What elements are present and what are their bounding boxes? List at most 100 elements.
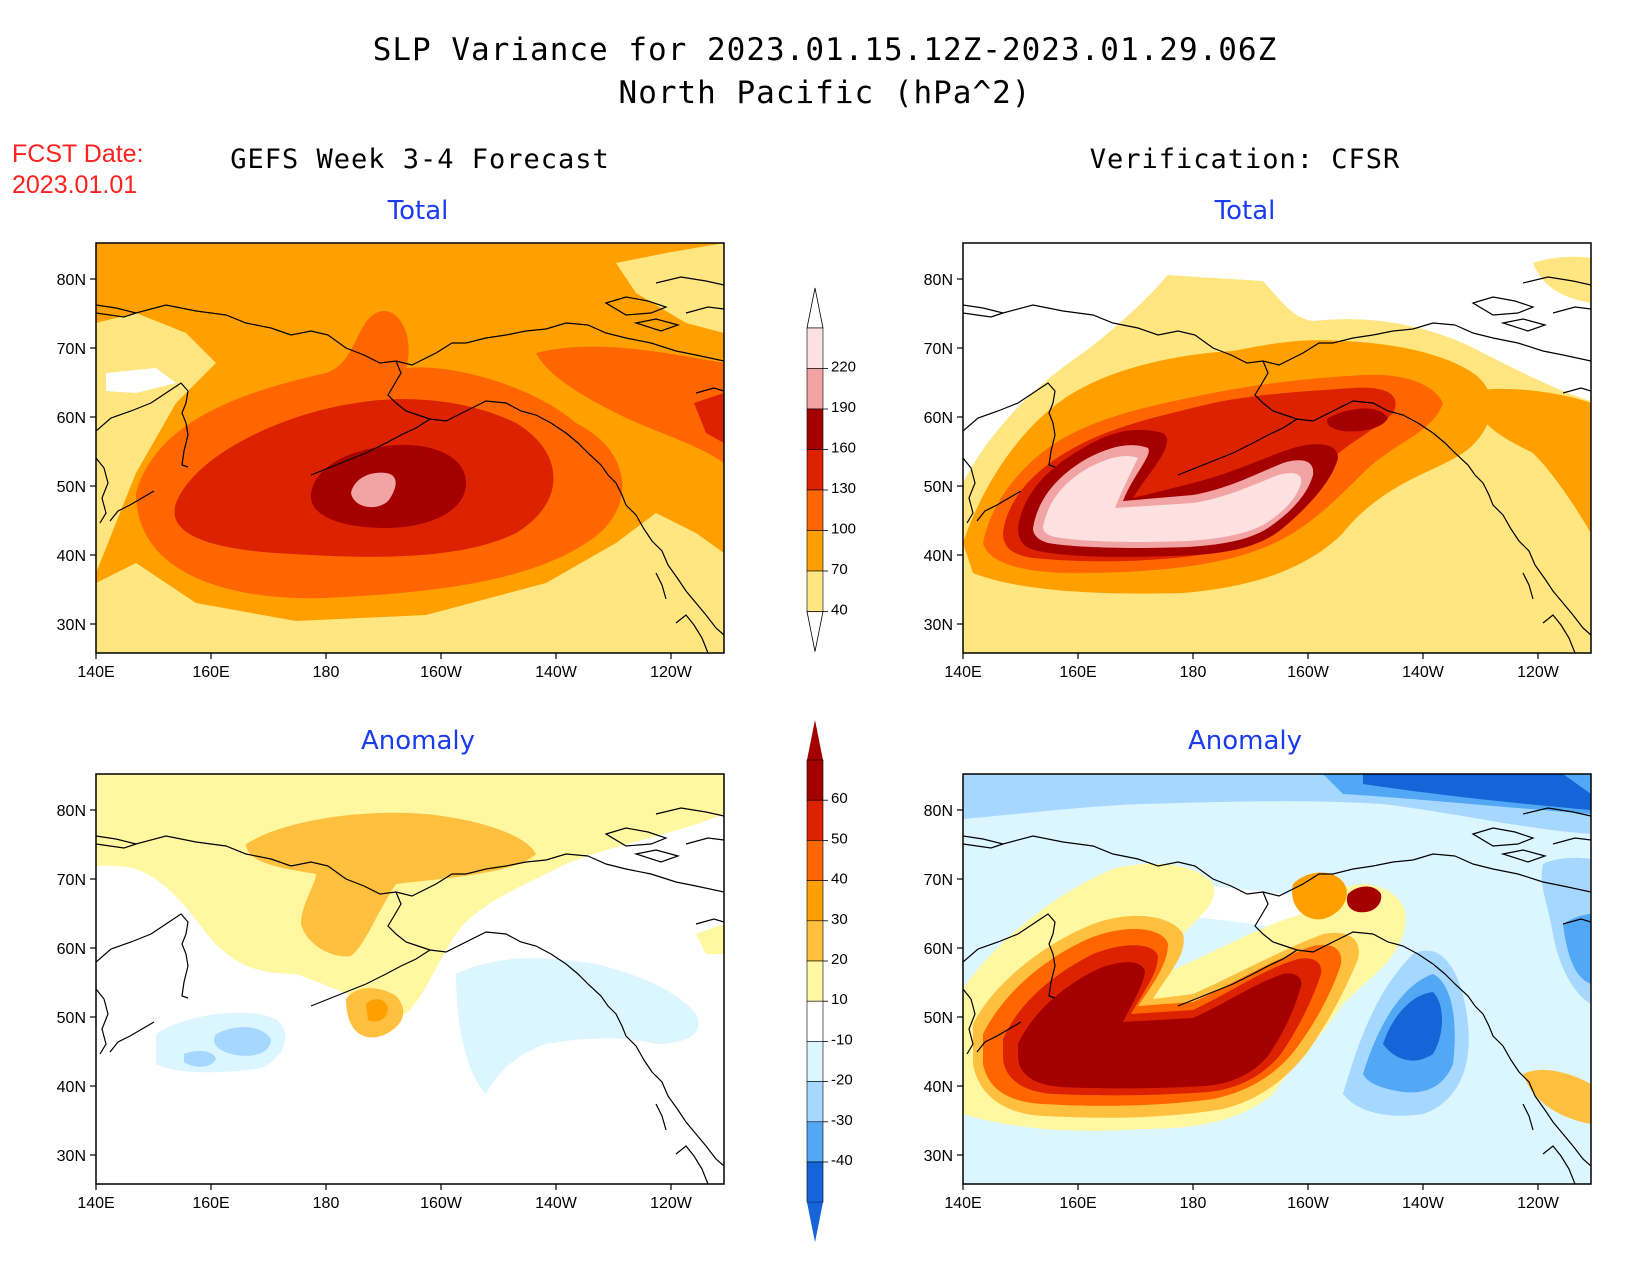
lon-tick-label: 180 bbox=[1180, 1195, 1207, 1212]
lon-tick-label: 160W bbox=[1287, 664, 1330, 681]
lat-tick-label: 70N bbox=[924, 872, 953, 889]
lat-tick-label: 50N bbox=[924, 479, 953, 496]
colorbar-level-label: -30 bbox=[831, 1112, 853, 1129]
colorbar-level-label: 100 bbox=[831, 521, 856, 538]
lon-tick-label: 140E bbox=[944, 664, 981, 681]
lon-tick-label: 160W bbox=[1287, 1195, 1330, 1212]
lon-tick-label: 120W bbox=[650, 1195, 693, 1212]
lat-tick-label: 40N bbox=[924, 1079, 953, 1096]
panel-label-anomaly-left: Anomaly bbox=[361, 726, 475, 756]
lat-tick-label: 60N bbox=[57, 941, 86, 958]
lon-tick-label: 120W bbox=[1517, 664, 1560, 681]
map-panel-cfsr-anomaly: 140E 160E 180 160W 140W 120W 80N 70N 60N 50N 40N 30… bbox=[924, 773, 1592, 1212]
lon-tick-label: 140W bbox=[535, 664, 578, 681]
colorbar-anomaly: 60 50 40 30 20 10 -10 -20 -30 -40 bbox=[806, 720, 853, 1243]
lat-tick-label: 40N bbox=[57, 548, 86, 565]
colorbar-top-triangle bbox=[807, 720, 823, 760]
colorbar-level-label: 40 bbox=[831, 602, 848, 619]
colorbar-top-triangle bbox=[806, 287, 824, 329]
lat-tick-label: 60N bbox=[57, 410, 86, 427]
colorbar-level-label: 10 bbox=[831, 991, 848, 1008]
lat-tick-label: 30N bbox=[924, 617, 953, 634]
lon-tick-label: 180 bbox=[1180, 664, 1207, 681]
lat-tick-label: 40N bbox=[57, 1079, 86, 1096]
lat-tick-label: 40N bbox=[924, 548, 953, 565]
figure-title: SLP Variance for 2023.01.15.12Z-2023.01.… bbox=[373, 32, 1278, 68]
figure-subtitle: North Pacific (hPa^2) bbox=[619, 75, 1032, 111]
colorbar-level-label: 20 bbox=[831, 951, 848, 968]
colorbar-swatch bbox=[806, 368, 824, 410]
lat-tick-label: 70N bbox=[57, 872, 86, 889]
colorbar-swatch bbox=[806, 1081, 824, 1123]
lat-tick-label: 50N bbox=[57, 479, 86, 496]
colorbar-level-label: 220 bbox=[831, 359, 856, 376]
colorbar-level-label: -10 bbox=[831, 1031, 853, 1048]
lon-tick-label: 160W bbox=[420, 1195, 463, 1212]
colorbar-swatch bbox=[806, 449, 824, 491]
colorbar-swatch bbox=[806, 530, 824, 572]
colorbar-bottom-triangle bbox=[807, 1202, 823, 1243]
lon-tick-label: 180 bbox=[313, 664, 340, 681]
colorbar-swatch bbox=[806, 1121, 824, 1163]
lat-tick-label: 60N bbox=[924, 410, 953, 427]
lat-tick-label: 80N bbox=[57, 272, 86, 289]
colorbar-level-label: 30 bbox=[831, 911, 848, 928]
lat-tick-label: 80N bbox=[924, 272, 953, 289]
panel-label-anomaly-right: Anomaly bbox=[1188, 726, 1302, 756]
map-panel-gefs-anomaly: 140E 160E 180 160W 140W 120W 80N 70N 60N 50N 40N 30… bbox=[57, 773, 725, 1212]
colorbar-swatch bbox=[806, 408, 824, 450]
colorbar-level-label: -40 bbox=[831, 1152, 853, 1169]
colorbar-swatch bbox=[806, 1041, 824, 1082]
colorbar-swatch bbox=[806, 759, 824, 801]
colorbar-swatch bbox=[806, 960, 824, 1002]
lon-tick-label: 140E bbox=[944, 1195, 981, 1212]
lon-tick-label: 160E bbox=[1059, 664, 1096, 681]
lon-tick-label: 140E bbox=[77, 664, 114, 681]
lat-tick-label: 50N bbox=[924, 1010, 953, 1027]
colorbar-swatch bbox=[806, 327, 824, 369]
colorbar-level-label: -20 bbox=[831, 1072, 853, 1089]
colorbar-swatch bbox=[806, 920, 824, 962]
colorbar-swatch bbox=[806, 1000, 824, 1042]
colorbar-bottom-triangle bbox=[806, 611, 824, 652]
panel-label-total-left: Total bbox=[387, 196, 449, 226]
colorbar-swatch bbox=[806, 1161, 824, 1203]
colorbar-level-label: 50 bbox=[831, 830, 848, 847]
lon-tick-label: 160E bbox=[1059, 1195, 1096, 1212]
lat-tick-label: 70N bbox=[924, 341, 953, 358]
colorbar-swatch bbox=[806, 570, 824, 612]
lat-tick-label: 80N bbox=[924, 803, 953, 820]
lon-tick-label: 140E bbox=[77, 1195, 114, 1212]
colorbar-level-label: 130 bbox=[831, 480, 856, 497]
fcst-date-value: 2023.01.01 bbox=[12, 171, 137, 199]
lat-tick-label: 30N bbox=[924, 1148, 953, 1165]
colorbar-level-label: 70 bbox=[831, 561, 848, 578]
lon-tick-label: 140W bbox=[535, 1195, 578, 1212]
lat-tick-label: 50N bbox=[57, 1010, 86, 1027]
left-column-title: GEFS Week 3-4 Forecast bbox=[230, 144, 610, 175]
colorbar-level-label: 190 bbox=[831, 399, 856, 416]
colorbar-level-label: 60 bbox=[831, 790, 848, 807]
panel-label-total-right: Total bbox=[1214, 196, 1276, 226]
lon-tick-label: 160E bbox=[192, 664, 229, 681]
colorbar-swatch bbox=[806, 799, 824, 841]
lat-tick-label: 70N bbox=[57, 341, 86, 358]
lon-tick-label: 160E bbox=[192, 1195, 229, 1212]
lat-tick-label: 80N bbox=[57, 803, 86, 820]
lon-tick-label: 120W bbox=[650, 664, 693, 681]
lon-tick-label: 140W bbox=[1402, 664, 1445, 681]
lon-tick-label: 120W bbox=[1517, 1195, 1560, 1212]
lat-tick-label: 30N bbox=[57, 1148, 86, 1165]
colorbar-level-label: 160 bbox=[831, 440, 856, 457]
lon-tick-label: 180 bbox=[313, 1195, 340, 1212]
map-panel-gefs-total: 140E 160E 180 160W 140W 120W 80N 70N 60N 50N 40N 30… bbox=[57, 242, 725, 681]
lat-tick-label: 30N bbox=[57, 617, 86, 634]
colorbar-total: 220 190 160 130 100 70 40 bbox=[806, 287, 856, 652]
colorbar-level-label: 40 bbox=[831, 871, 848, 888]
fcst-date-label: FCST Date: bbox=[12, 140, 144, 168]
right-column-title: Verification: CFSR bbox=[1090, 144, 1401, 175]
lon-tick-label: 140W bbox=[1402, 1195, 1445, 1212]
colorbar-swatch bbox=[806, 840, 824, 881]
lat-tick-label: 60N bbox=[924, 941, 953, 958]
